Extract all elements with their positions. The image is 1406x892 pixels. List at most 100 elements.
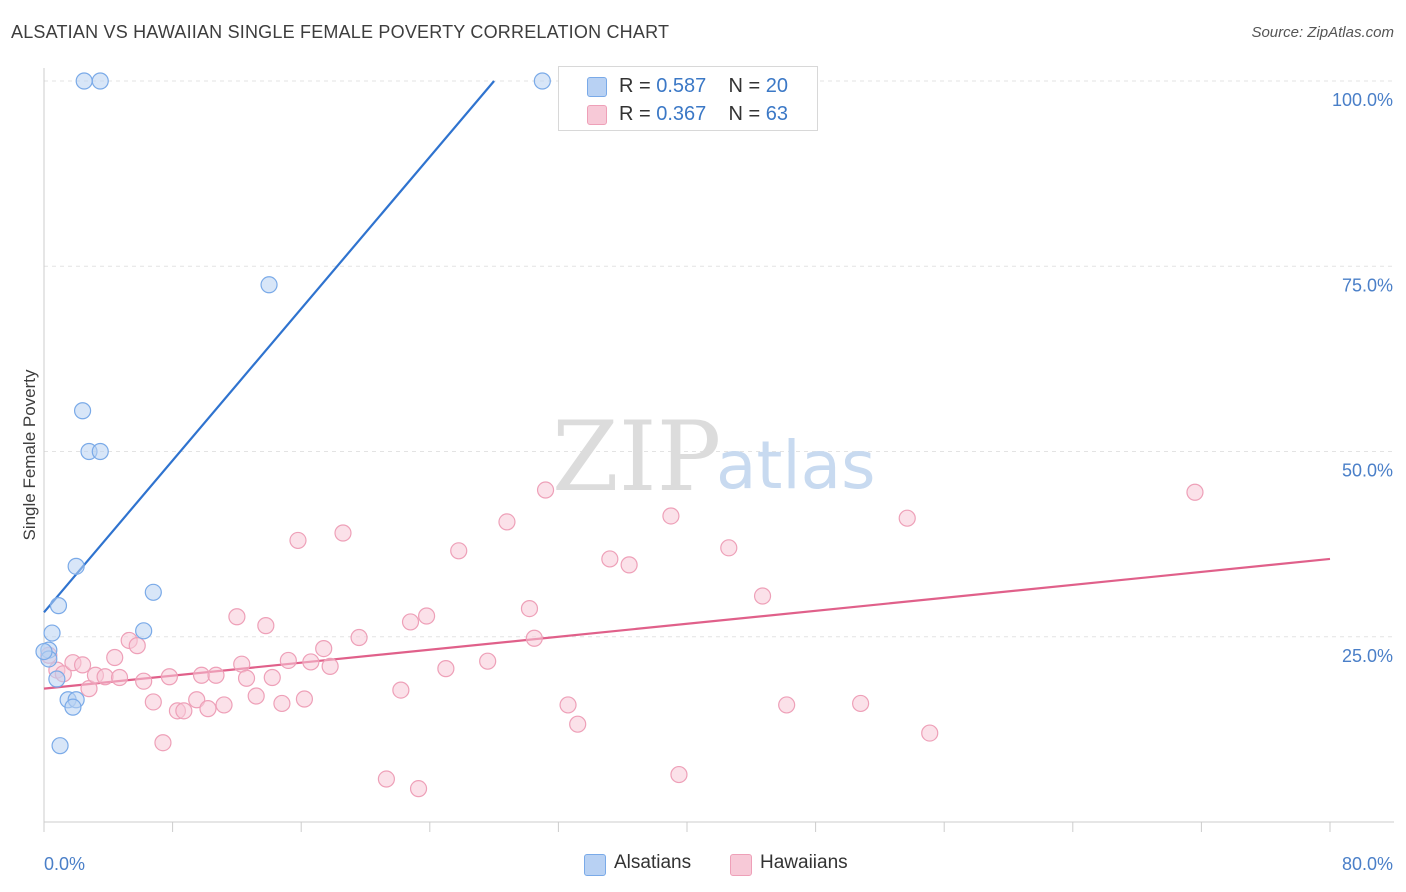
point-alsatians [91, 72, 109, 90]
point-hawaiians [215, 696, 233, 714]
point-hawaiians [401, 613, 420, 631]
y-tick-label: 100.0% [1332, 90, 1393, 110]
point-alsatians [75, 72, 93, 90]
legend-n-label: N = [728, 103, 766, 125]
point-alsatians [35, 642, 53, 661]
legend-swatch-alsatians [587, 77, 607, 97]
point-hawaiians [289, 531, 307, 550]
point-hawaiians [662, 507, 680, 525]
point-alsatians [260, 276, 278, 294]
point-hawaiians [377, 770, 395, 788]
point-alsatians [43, 624, 61, 642]
legend-label-hawaiians: Hawaiians [760, 852, 848, 873]
point-hawaiians [778, 696, 796, 714]
point-alsatians [67, 557, 85, 575]
point-hawaiians [350, 628, 368, 647]
point-hawaiians [417, 607, 436, 625]
point-hawaiians [753, 587, 772, 605]
point-hawaiians [437, 660, 455, 678]
point-alsatians [51, 737, 69, 755]
point-hawaiians [273, 694, 291, 713]
point-hawaiians [498, 513, 516, 531]
point-hawaiians [110, 668, 129, 687]
point-hawaiians [720, 539, 738, 557]
y-tick-label: 25.0% [1342, 646, 1393, 666]
point-hawaiians [144, 693, 162, 711]
legend-n-value: 63 [765, 103, 789, 125]
point-hawaiians [295, 690, 314, 708]
point-hawaiians [106, 648, 124, 667]
point-hawaiians [852, 694, 870, 713]
point-hawaiians [263, 668, 281, 687]
watermark-zip: ZIP [552, 401, 721, 513]
point-hawaiians [334, 524, 352, 542]
legend-swatch-hawaiians [730, 854, 752, 876]
point-hawaiians [207, 666, 225, 684]
source-label: Source: ZipAtlas.com [1251, 24, 1394, 41]
y-tick-label: 75.0% [1342, 275, 1393, 295]
point-hawaiians [135, 672, 153, 690]
point-hawaiians [175, 702, 193, 720]
point-alsatians [533, 72, 551, 90]
point-alsatians [49, 597, 68, 615]
point-hawaiians [670, 765, 688, 784]
watermark: ZIP atlas [552, 401, 876, 513]
point-hawaiians [257, 617, 275, 635]
point-hawaiians [192, 666, 211, 684]
legend-label-alsatians: Alsatians [614, 852, 692, 873]
point-hawaiians [520, 599, 539, 618]
legend-r-value: 0.587 [656, 75, 707, 97]
point-hawaiians [921, 724, 939, 742]
legend-r-label: R = [619, 75, 657, 97]
point-alsatians [73, 402, 92, 420]
x-tick-label: 80.0% [1342, 854, 1393, 874]
chart-title: ALSATIAN VS HAWAIIAN SINGLE FEMALE POVER… [11, 22, 670, 42]
point-hawaiians [302, 653, 320, 671]
tick-labels: 25.0% 50.0% 75.0% 100.0% 0.0% 80.0% [44, 90, 1393, 874]
data-points [35, 72, 1204, 798]
point-hawaiians [73, 656, 92, 674]
point-alsatians [135, 622, 153, 640]
point-hawaiians [96, 668, 114, 686]
point-hawaiians [479, 652, 497, 670]
legend-r-value: 0.367 [656, 103, 707, 125]
point-hawaiians [228, 608, 246, 626]
point-alsatians [48, 670, 66, 688]
point-hawaiians [559, 696, 577, 714]
watermark-atlas: atlas [716, 427, 876, 504]
point-hawaiians [601, 550, 619, 568]
point-hawaiians [154, 734, 172, 752]
point-hawaiians [536, 481, 555, 499]
point-hawaiians [569, 715, 587, 733]
point-hawaiians [450, 542, 468, 560]
point-hawaiians [279, 651, 297, 670]
trend-lines [43, 80, 1331, 690]
point-hawaiians [525, 629, 543, 647]
point-alsatians [91, 442, 109, 461]
trend-line-hawaiians [43, 557, 1331, 690]
axes [43, 68, 1394, 832]
point-hawaiians [247, 687, 265, 705]
legend: R = 0.587 N = 20 R = 0.367 N = 63 [558, 66, 818, 131]
legend-r-label: R = [619, 103, 657, 125]
point-hawaiians [392, 681, 410, 699]
point-hawaiians [409, 780, 428, 798]
point-hawaiians [160, 668, 178, 686]
point-alsatians [144, 583, 162, 601]
point-hawaiians [898, 509, 916, 527]
point-hawaiians [237, 669, 256, 687]
legend-swatch-alsatians [584, 854, 606, 876]
point-hawaiians [199, 700, 217, 718]
point-hawaiians [128, 637, 146, 655]
trend-line-alsatians [43, 80, 495, 614]
legend-n-value: 20 [765, 75, 789, 97]
point-alsatians [64, 698, 82, 716]
point-hawaiians [315, 640, 333, 658]
point-hawaiians [1186, 483, 1204, 501]
legend-n-label: N = [728, 75, 766, 97]
point-hawaiians [321, 657, 339, 675]
point-hawaiians [620, 556, 638, 574]
y-axis-label: Single Female Poverty [20, 369, 39, 541]
x-tick-label: 0.0% [44, 854, 85, 874]
